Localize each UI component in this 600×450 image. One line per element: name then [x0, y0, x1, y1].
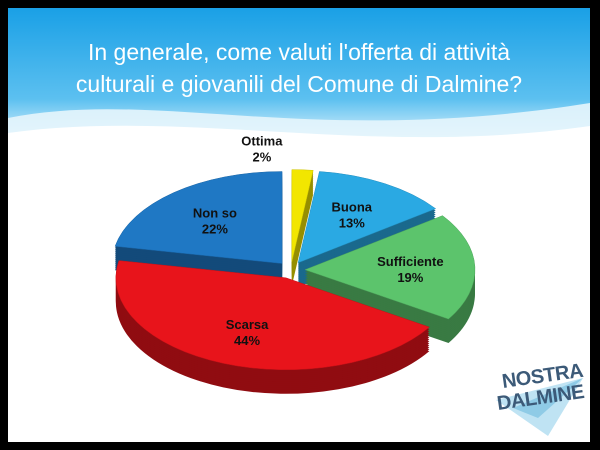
value-label: 19% — [397, 270, 423, 285]
value-label: 13% — [339, 216, 365, 231]
category-label: Non so — [193, 206, 237, 221]
slice — [114, 171, 283, 264]
slice — [115, 260, 430, 371]
slice — [304, 215, 476, 320]
slide-title: In generale, come valuti l'offerta di at… — [75, 39, 523, 97]
header-wave — [8, 125, 590, 153]
logo-plane — [513, 378, 583, 418]
category-label: Buona — [332, 200, 373, 215]
slice — [297, 171, 437, 264]
slide: Ottima 2% Buona 13% Sufficiente 19% Scarsa 44% N… — [8, 8, 590, 442]
slice — [291, 169, 314, 262]
value-label: 2% — [252, 150, 271, 165]
value-label: 22% — [202, 222, 228, 237]
category-label: Ottima — [241, 134, 283, 149]
logo: NOSTRA DALMINE — [496, 360, 586, 436]
value-label: 44% — [234, 333, 260, 348]
category-label: Scarsa — [226, 317, 269, 332]
category-label: Sufficiente — [377, 254, 443, 269]
